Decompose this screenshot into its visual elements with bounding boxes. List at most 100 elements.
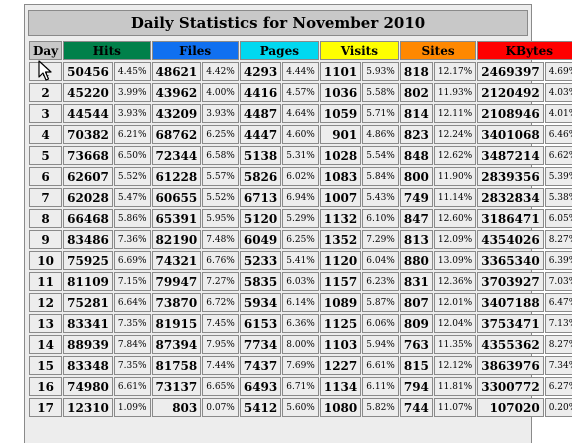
pages-value: 4416 bbox=[239, 83, 282, 102]
pages-value: 7437 bbox=[239, 356, 282, 375]
hits-value: 74980 bbox=[63, 377, 113, 396]
visits-value: 1089 bbox=[319, 293, 362, 312]
pages-percent: 6.71% bbox=[282, 377, 319, 396]
files-percent: 5.52% bbox=[202, 188, 239, 207]
visits-percent: 6.04% bbox=[362, 251, 399, 270]
files-percent: 6.72% bbox=[202, 293, 239, 312]
visits-percent: 5.93% bbox=[362, 62, 399, 81]
pages-value: 4447 bbox=[239, 125, 282, 144]
kbytes-value: 3487214 bbox=[477, 146, 544, 165]
table-row: 9 83486 7.36% 82190 7.48% 6049 6.25% 1352 7.29% 8… bbox=[29, 230, 572, 249]
kbytes-percent: 6.39% bbox=[544, 251, 572, 270]
pages-percent: 4.57% bbox=[282, 83, 319, 102]
day-column-header: Day bbox=[29, 41, 63, 60]
kbytes-percent: 4.01% bbox=[544, 104, 572, 123]
hits-value: 66468 bbox=[63, 209, 113, 228]
pages-column-header: Pages bbox=[239, 41, 319, 60]
kbytes-percent: 4.03% bbox=[544, 83, 572, 102]
kbytes-value: 2469397 bbox=[477, 62, 544, 81]
hits-percent: 6.50% bbox=[113, 146, 151, 165]
sites-percent: 12.11% bbox=[433, 104, 477, 123]
table-row: 4 70382 6.21% 68762 6.25% 4447 4.60% 901 4.86% 82… bbox=[29, 125, 572, 144]
files-value: 68762 bbox=[151, 125, 202, 144]
files-percent: 7.45% bbox=[202, 314, 239, 333]
table-body: 1504564.45%486214.42%42934.44%11015.93%8… bbox=[29, 62, 572, 417]
visits-value: 1036 bbox=[319, 83, 362, 102]
kbytes-column-header: KBytes bbox=[477, 41, 572, 60]
day-cell: 2 bbox=[29, 83, 63, 102]
day-cell: 6 bbox=[29, 167, 63, 186]
pages-percent: 6.14% bbox=[282, 293, 319, 312]
visits-value: 1125 bbox=[319, 314, 362, 333]
hits-value: 45220 bbox=[63, 83, 113, 102]
pages-percent: 5.31% bbox=[282, 146, 319, 165]
hits-value: 83486 bbox=[63, 230, 113, 249]
kbytes-value: 3401068 bbox=[477, 125, 544, 144]
sites-percent: 12.12% bbox=[433, 356, 477, 375]
sites-percent: 12.17% bbox=[433, 62, 477, 81]
visits-column-header: Visits bbox=[319, 41, 399, 60]
files-value: 60655 bbox=[151, 188, 202, 207]
files-value: 82190 bbox=[151, 230, 202, 249]
files-percent: 7.48% bbox=[202, 230, 239, 249]
visits-value: 1080 bbox=[319, 398, 362, 417]
day-cell: 16 bbox=[29, 377, 63, 396]
daily-statistics-panel: Daily Statistics for November 2010 Day H… bbox=[24, 4, 572, 443]
hits-value: 44544 bbox=[63, 104, 113, 123]
pages-percent: 4.44% bbox=[282, 62, 319, 81]
sites-value: 831 bbox=[399, 272, 433, 291]
files-value: 73137 bbox=[151, 377, 202, 396]
hits-percent: 6.61% bbox=[113, 377, 151, 396]
visits-value: 1132 bbox=[319, 209, 362, 228]
files-value: 43209 bbox=[151, 104, 202, 123]
visits-value: 1059 bbox=[319, 104, 362, 123]
sites-value: 880 bbox=[399, 251, 433, 270]
hits-percent: 6.21% bbox=[113, 125, 151, 144]
pages-percent: 6.94% bbox=[282, 188, 319, 207]
table-row: 13 83341 7.35% 81915 7.45% 6153 6.36% 1125 6.06%… bbox=[29, 314, 572, 333]
sites-percent: 12.36% bbox=[433, 272, 477, 291]
hits-percent: 1.09% bbox=[113, 398, 151, 417]
kbytes-percent: 6.27% bbox=[544, 377, 572, 396]
kbytes-percent: 7.13% bbox=[544, 314, 572, 333]
day-cell: 4 bbox=[29, 125, 63, 144]
visits-percent: 5.87% bbox=[362, 293, 399, 312]
table-row: 14 88939 7.84% 87394 7.95% 7734 8.00% 1103 5.94%… bbox=[29, 335, 572, 354]
hits-value: 81109 bbox=[63, 272, 113, 291]
kbytes-percent: 7.03% bbox=[544, 272, 572, 291]
hits-value: 88939 bbox=[63, 335, 113, 354]
pages-value: 5233 bbox=[239, 251, 282, 270]
sites-percent: 12.62% bbox=[433, 146, 477, 165]
day-cell: 11 bbox=[29, 272, 63, 291]
files-percent: 6.25% bbox=[202, 125, 239, 144]
hits-percent: 5.52% bbox=[113, 167, 151, 186]
files-percent: 7.44% bbox=[202, 356, 239, 375]
pages-value: 6049 bbox=[239, 230, 282, 249]
files-percent: 6.65% bbox=[202, 377, 239, 396]
kbytes-percent: 6.05% bbox=[544, 209, 572, 228]
sites-percent: 11.81% bbox=[433, 377, 477, 396]
day-cell: 9 bbox=[29, 230, 63, 249]
files-value: 61228 bbox=[151, 167, 202, 186]
visits-percent: 5.58% bbox=[362, 83, 399, 102]
table-row: 15 83348 7.35% 81758 7.44% 7437 7.69% 1227 6.61%… bbox=[29, 356, 572, 375]
day-cell: 15 bbox=[29, 356, 63, 375]
kbytes-percent: 5.38% bbox=[544, 188, 572, 207]
visits-percent: 6.23% bbox=[362, 272, 399, 291]
pages-value: 4293 bbox=[239, 62, 282, 81]
visits-percent: 6.11% bbox=[362, 377, 399, 396]
hits-value: 83348 bbox=[63, 356, 113, 375]
hits-percent: 6.64% bbox=[113, 293, 151, 312]
header-row: Day Hits Files Pages Visits Sites KBytes bbox=[29, 41, 572, 60]
visits-value: 1083 bbox=[319, 167, 362, 186]
pages-value: 6493 bbox=[239, 377, 282, 396]
files-value: 43962 bbox=[151, 83, 202, 102]
hits-percent: 3.93% bbox=[113, 104, 151, 123]
pages-percent: 6.25% bbox=[282, 230, 319, 249]
files-percent: 5.95% bbox=[202, 209, 239, 228]
files-percent: 6.58% bbox=[202, 146, 239, 165]
files-percent: 6.76% bbox=[202, 251, 239, 270]
files-percent: 7.95% bbox=[202, 335, 239, 354]
files-value: 803 bbox=[151, 398, 202, 417]
table-row: 1504564.45%486214.42%42934.44%11015.93%8… bbox=[29, 62, 572, 81]
